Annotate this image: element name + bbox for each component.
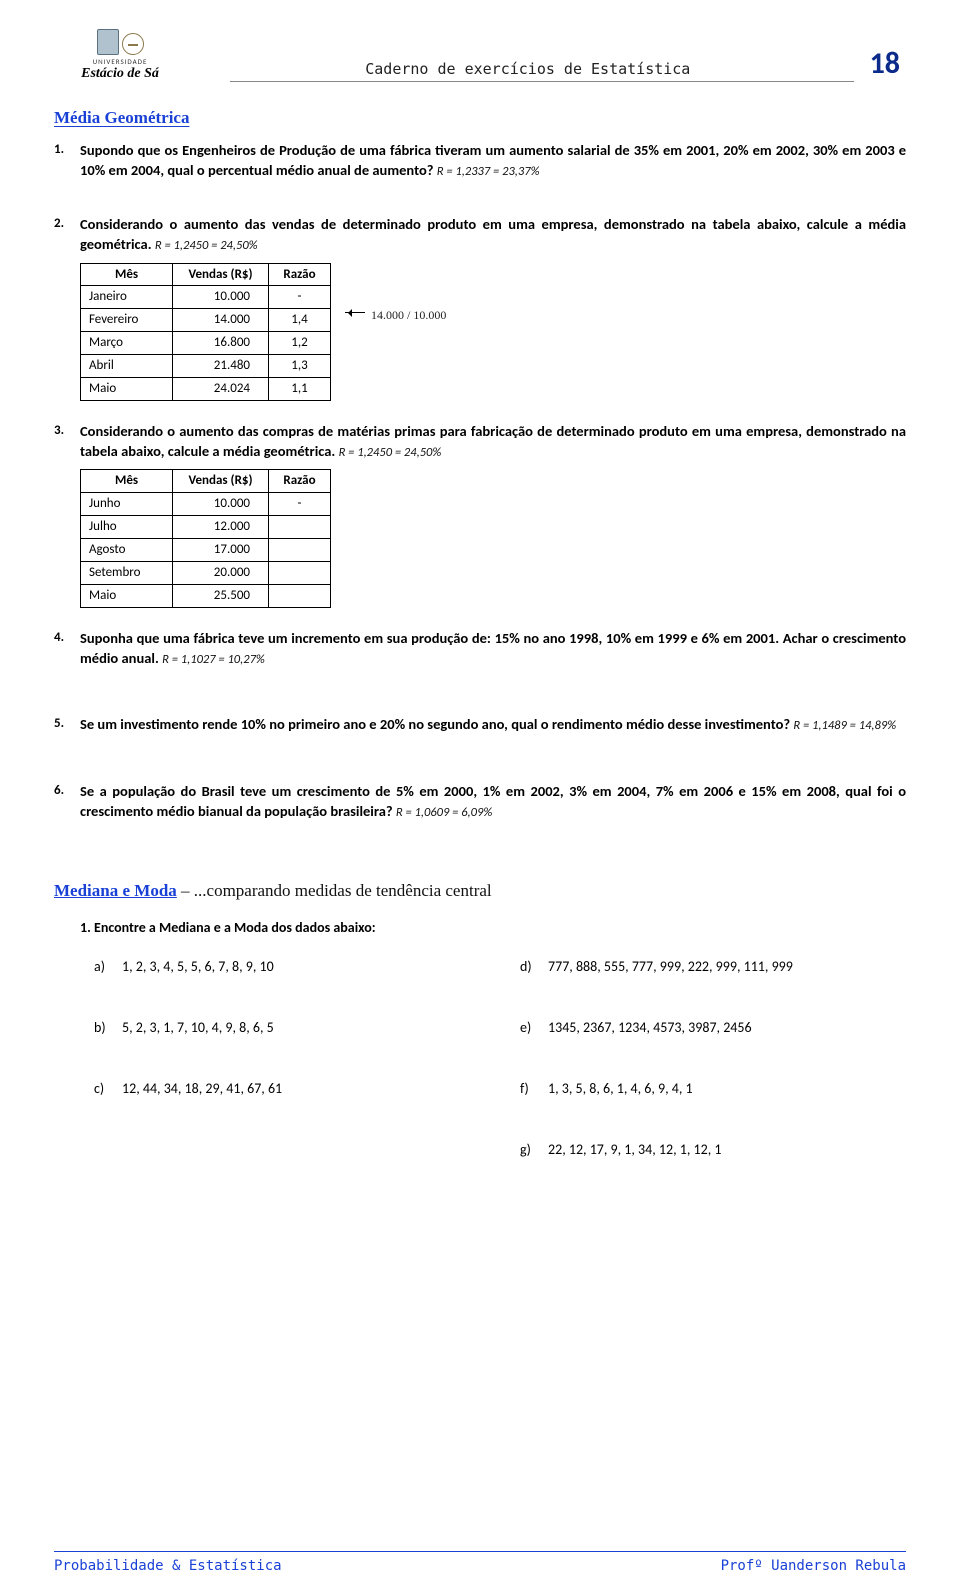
- question-text: Se a população do Brasil teve um crescim…: [80, 782, 906, 820]
- header-rule: [230, 81, 854, 82]
- section-title-media-geometrica: Média Geométrica: [54, 108, 906, 128]
- question-number: 4: [54, 628, 80, 645]
- option-label: b): [94, 1019, 122, 1036]
- question-6: 6 Se a população do Brasil teve um cresc…: [54, 781, 906, 821]
- question-5: 5 Se um investimento rende 10% no primei…: [54, 714, 906, 734]
- question-text: Considerando o aumento das compras de ma…: [80, 422, 906, 460]
- answer-text: R = 1,2450 = 24,50%: [339, 445, 442, 460]
- option-text: 1345, 2367, 1234, 4573, 3987, 2456: [548, 1019, 752, 1036]
- section2-title-text: Mediana e Moda: [54, 881, 177, 900]
- answer-text: R = 1,2450 = 24,50%: [155, 238, 258, 253]
- option-label: a): [94, 958, 122, 975]
- university-name: Estácio de Sá: [81, 66, 159, 82]
- option-d: d)777, 888, 555, 777, 999, 222, 999, 111…: [480, 958, 906, 975]
- option-text: 5, 2, 3, 1, 7, 10, 4, 9, 8, 6, 5: [122, 1019, 274, 1036]
- annotation-text: 14.000 / 10.000: [371, 308, 446, 322]
- question-number: 5: [54, 714, 80, 731]
- seal-icon: [122, 33, 144, 55]
- answer-text: R = 1,1489 = 14,89%: [793, 718, 896, 733]
- options-grid: a)1, 2, 3, 4, 5, 5, 6, 7, 8, 9, 10 b)5, …: [54, 958, 906, 1202]
- university-small: UNIVERSIDADE: [93, 57, 148, 66]
- option-label: g): [520, 1141, 548, 1158]
- option-text: 22, 12, 17, 9, 1, 34, 12, 1, 12, 1: [548, 1141, 721, 1158]
- option-label: d): [520, 958, 548, 975]
- page-footer: Probabilidade & Estatística Profº Uander…: [54, 1551, 906, 1574]
- question-2: 2 Considerando o aumento das vendas de d…: [54, 214, 906, 401]
- option-b: b)5, 2, 3, 1, 7, 10, 4, 9, 8, 6, 5: [54, 1019, 480, 1036]
- shield-icon: [97, 29, 119, 55]
- option-e: e)1345, 2367, 1234, 4573, 3987, 2456: [480, 1019, 906, 1036]
- option-text: 1, 3, 5, 8, 6, 1, 4, 6, 9, 4, 1: [548, 1080, 693, 1097]
- question-number: 2: [54, 214, 80, 231]
- answer-text: R = 1,0609 = 6,09%: [396, 805, 492, 820]
- option-text: 12, 44, 34, 18, 29, 41, 67, 61: [122, 1080, 282, 1097]
- answer-text: R = 1,1027 = 10,27%: [162, 652, 265, 667]
- option-label: c): [94, 1080, 122, 1097]
- option-label: e): [520, 1019, 548, 1036]
- option-text: 1, 2, 3, 4, 5, 5, 6, 7, 8, 9, 10: [122, 958, 274, 975]
- question-number: 3: [54, 421, 80, 438]
- question-3: 3 Considerando o aumento das compras de …: [54, 421, 906, 608]
- answer-text: R = 1,2337 = 23,37%: [437, 164, 540, 179]
- section-title-mediana-moda: Mediana e Moda – ...comparando medidas d…: [54, 881, 906, 901]
- question-1: 1 Supondo que os Engenheiros de Produção…: [54, 140, 906, 180]
- sales-table-q2: MêsVendas (R$)RazãoJaneiro10.000-Feverei…: [80, 263, 331, 402]
- page-header: UNIVERSIDADE Estácio de Sá Caderno de ex…: [54, 0, 906, 82]
- page-number: 18: [870, 45, 906, 82]
- question-number: 1: [54, 140, 80, 157]
- university-logo: UNIVERSIDADE Estácio de Sá: [54, 29, 186, 82]
- footer-right: Profº Uanderson Rebula: [721, 1558, 906, 1574]
- section2-subtitle: – ...comparando medidas de tendência cen…: [177, 881, 492, 900]
- option-text: 777, 888, 555, 777, 999, 222, 999, 111, …: [548, 958, 793, 975]
- footer-left: Probabilidade & Estatística: [54, 1558, 282, 1574]
- option-label: f): [520, 1080, 548, 1097]
- purchases-table-q3: MêsVendas (R$)RazãoJunho10.000-Julho12.0…: [80, 469, 331, 608]
- subquestion-1: 1. Encontre a Mediana e a Moda dos dados…: [80, 919, 906, 936]
- document-title: Caderno de exercícios de Estatística: [186, 60, 870, 82]
- option-c: c)12, 44, 34, 18, 29, 41, 67, 61: [54, 1080, 480, 1097]
- question-number: 6: [54, 781, 80, 798]
- option-a: a)1, 2, 3, 4, 5, 5, 6, 7, 8, 9, 10: [54, 958, 480, 975]
- annotation-ratio: 14.000 / 10.000: [345, 307, 446, 324]
- question-4: 4 Suponha que uma fábrica teve um increm…: [54, 628, 906, 668]
- option-g: g)22, 12, 17, 9, 1, 34, 12, 1, 12, 1: [480, 1141, 906, 1158]
- option-f: f)1, 3, 5, 8, 6, 1, 4, 6, 9, 4, 1: [480, 1080, 906, 1097]
- question-text: Se um investimento rende 10% no primeiro…: [80, 715, 790, 733]
- arrow-icon: [345, 307, 367, 319]
